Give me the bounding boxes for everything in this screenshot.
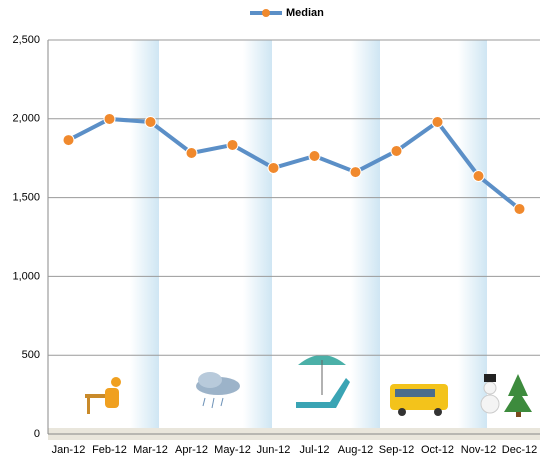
x-tick-label: Feb-12 <box>92 444 127 456</box>
x-tick-label: Nov-12 <box>461 444 496 456</box>
y-tick-label: 2,500 <box>12 34 40 46</box>
legend-label: Median <box>286 7 324 19</box>
x-tick-label: Dec-12 <box>502 444 537 456</box>
data-point <box>103 112 116 125</box>
data-point <box>308 149 321 162</box>
data-point <box>185 146 198 159</box>
data-point <box>144 115 157 128</box>
y-tick-label: 1,000 <box>12 270 40 282</box>
quarter-bands <box>130 40 487 434</box>
x-tick-label: Mar-12 <box>133 444 168 456</box>
y-tick-label: 0 <box>34 428 40 440</box>
data-point <box>513 202 526 215</box>
x-tick-label: Jun-12 <box>257 444 291 456</box>
x-tick-label: Oct-12 <box>421 444 454 456</box>
x-tick-label: May-12 <box>214 444 251 456</box>
data-point <box>431 115 444 128</box>
data-point <box>267 161 280 174</box>
icons <box>85 355 532 417</box>
x-tick-label: Apr-12 <box>175 444 208 456</box>
data-point <box>390 144 403 157</box>
y-tick-label: 2,000 <box>12 113 40 125</box>
data-point <box>349 166 362 179</box>
data-point <box>472 170 485 183</box>
series-line <box>67 116 521 211</box>
x-tick-label: Aug-12 <box>338 444 373 456</box>
x-tick-label: Jul-12 <box>300 444 330 456</box>
y-tick-label: 500 <box>22 349 40 361</box>
data-point <box>62 134 75 147</box>
x-tick-label: Sep-12 <box>379 444 414 456</box>
y-tick-label: 1,500 <box>12 192 40 204</box>
data-point <box>226 138 239 151</box>
x-tick-label: Jan-12 <box>52 444 86 456</box>
legend-marker <box>262 9 270 17</box>
